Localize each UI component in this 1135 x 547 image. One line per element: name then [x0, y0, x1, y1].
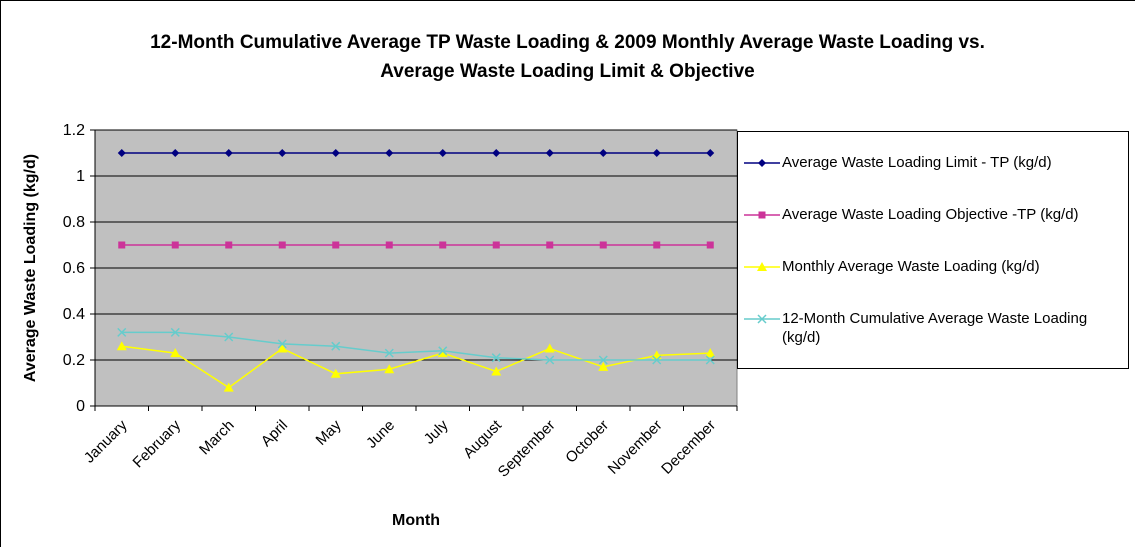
series-line [121, 345, 711, 389]
legend: Average Waste Loading Limit - TP (kg/d) A… [737, 131, 1129, 369]
marker [170, 348, 181, 358]
chart-title: 12-Month Cumulative Average TP Waste Loa… [150, 32, 985, 82]
marker [278, 149, 287, 157]
marker [653, 241, 661, 249]
marker [544, 343, 555, 353]
marker [171, 241, 179, 249]
marker [598, 361, 609, 371]
marker [224, 149, 233, 157]
marker [758, 158, 766, 167]
marker [491, 366, 502, 376]
marker [437, 348, 448, 358]
marker [545, 149, 554, 157]
marker [332, 241, 340, 249]
marker [277, 343, 288, 353]
legend-swatch [744, 211, 780, 219]
legend-swatch [744, 262, 780, 272]
legend-item: Monthly Average Waste Loading (kg/d) [744, 257, 1122, 276]
y-tick-label: 1 [76, 168, 85, 185]
y-tick-label: 0.6 [63, 260, 85, 277]
marker [170, 327, 180, 337]
marker [331, 149, 340, 157]
marker [706, 149, 715, 157]
marker [599, 241, 607, 249]
marker [705, 348, 716, 358]
marker [384, 364, 395, 374]
marker [546, 241, 554, 249]
x-axis-label: Month [392, 512, 440, 529]
marker [757, 314, 767, 324]
y-tick-label: 0 [76, 398, 85, 415]
marker [116, 341, 127, 351]
marker [224, 332, 234, 342]
legend-swatch [744, 158, 780, 167]
marker [438, 149, 447, 157]
series-line [121, 331, 711, 361]
marker [757, 262, 767, 272]
marker [758, 211, 766, 219]
marker [225, 241, 233, 249]
marker [438, 346, 448, 356]
y-tick-label: 0.2 [63, 352, 85, 369]
title-box: 12-Month Cumulative Average TP Waste Loa… [150, 32, 985, 82]
marker [652, 149, 661, 157]
marker [492, 241, 500, 249]
y-tick-label: 1.2 [63, 122, 85, 139]
y-axis-label: Average Waste Loading (kg/d) [22, 154, 39, 382]
y-tick-label: 0.4 [63, 306, 85, 323]
legend-item: Average Waste Loading Objective -TP (kg/… [744, 205, 1122, 224]
marker [598, 355, 608, 365]
legend-label: Average Waste Loading Limit - TP (kg/d) [782, 153, 1052, 171]
marker [706, 241, 714, 249]
marker [439, 241, 447, 249]
legend-swatch [744, 314, 780, 324]
marker [330, 368, 341, 378]
legend-label: 12-Month Cumulative Average Waste Loadin… [782, 310, 1088, 347]
legend-item: Average Waste Loading Limit - TP (kg/d) [744, 153, 1122, 172]
marker [277, 339, 287, 349]
legend-item: 12-Month Cumulative Average Waste Loadin… [744, 309, 1122, 347]
legend-label: Monthly Average Waste Loading (kg/d) [782, 258, 1040, 276]
marker [331, 341, 341, 351]
marker [599, 149, 608, 157]
marker [492, 149, 501, 157]
marker [384, 348, 394, 358]
marker [171, 149, 180, 157]
marker [385, 241, 393, 249]
marker [705, 355, 715, 365]
legend-label: Average Waste Loading Objective -TP (kg/… [782, 205, 1079, 223]
marker [545, 355, 555, 365]
marker [223, 382, 234, 392]
marker [117, 149, 126, 157]
marker [652, 355, 662, 365]
marker [117, 327, 127, 337]
marker [118, 241, 126, 249]
marker [491, 353, 501, 363]
y-tick-label: 0.8 [63, 214, 85, 231]
marker [278, 241, 286, 249]
marker [385, 149, 394, 157]
